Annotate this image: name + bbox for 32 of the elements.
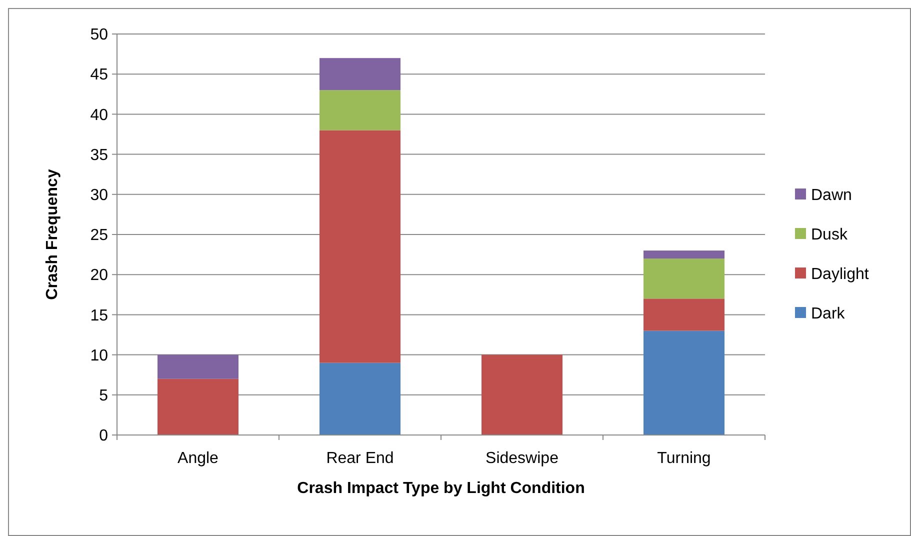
legend-label: Dark xyxy=(811,306,846,323)
bar xyxy=(320,362,400,435)
bar xyxy=(482,354,562,435)
legend-label: Daylight xyxy=(811,266,870,284)
y-tick-label: 0 xyxy=(99,428,108,445)
x-tick-label: Angle xyxy=(178,450,219,467)
bar xyxy=(320,58,400,90)
y-tick-label: 10 xyxy=(90,347,108,364)
y-tick-label: 5 xyxy=(99,388,108,404)
bar xyxy=(320,130,400,363)
bar xyxy=(644,258,724,299)
bar xyxy=(158,354,238,379)
y-tick-label: 40 xyxy=(90,106,108,124)
bar xyxy=(644,298,724,331)
legend-label: Dawn xyxy=(811,187,852,204)
bar xyxy=(644,250,724,259)
x-tick-label: Turning xyxy=(657,450,711,467)
y-tick-label: 45 xyxy=(90,66,108,84)
bar xyxy=(158,378,238,435)
y-axis-title: Crash Frequency xyxy=(44,169,61,300)
x-axis-title: Crash Impact Type by Light Condition xyxy=(297,480,585,497)
y-tick-label: 30 xyxy=(90,187,108,204)
x-tick-label: Rear End xyxy=(326,450,394,467)
bar xyxy=(644,330,724,435)
y-tick-label: 20 xyxy=(90,267,108,284)
x-tick-label: Sideswipe xyxy=(486,450,559,467)
legend-label: Dusk xyxy=(811,226,848,244)
y-tick-label: 35 xyxy=(90,146,108,164)
y-tick-label: 25 xyxy=(90,227,108,244)
y-tick-label: 15 xyxy=(90,307,108,324)
y-tick-label: 50 xyxy=(90,26,108,44)
bar xyxy=(320,90,400,130)
